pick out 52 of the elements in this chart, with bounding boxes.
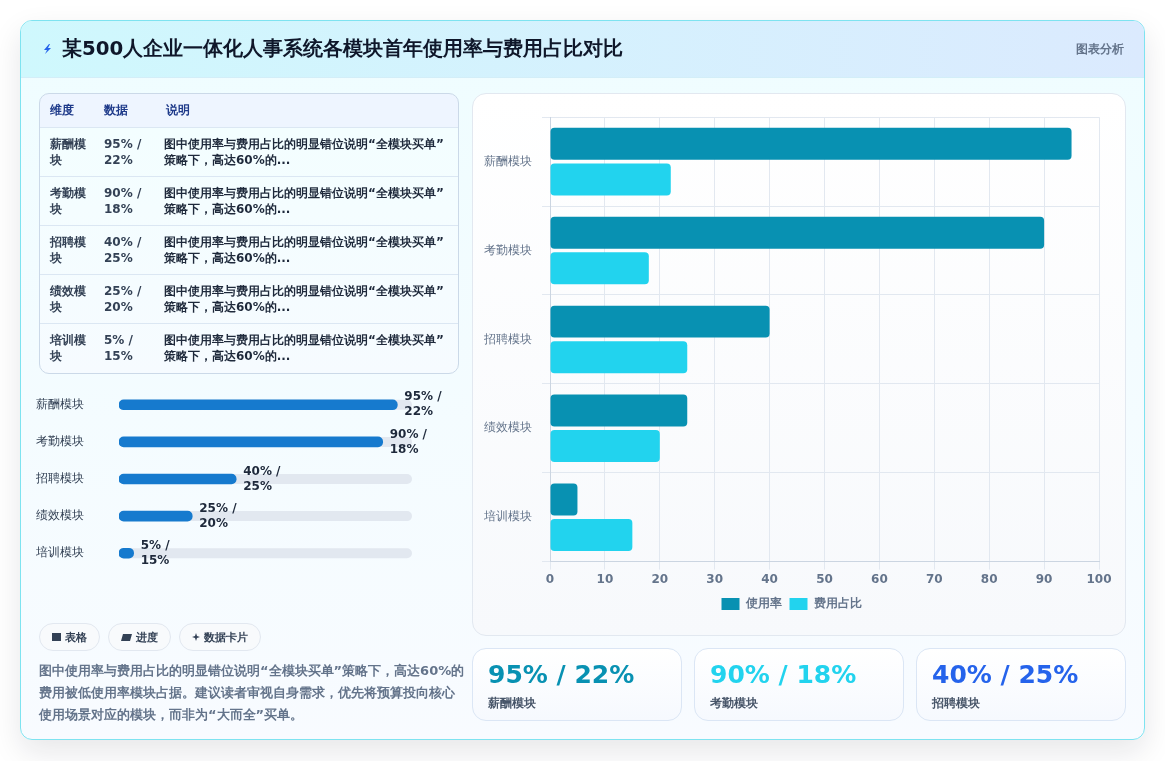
text: 25% / 20% xyxy=(103,282,143,316)
x-tick-label: 100 xyxy=(1086,571,1112,586)
y-tick-label: 招聘模块 xyxy=(483,331,532,346)
x-tick-label: 60 xyxy=(871,571,888,586)
y-tick-label: 培训模块 xyxy=(35,545,84,560)
data-label: 5% / 15% xyxy=(140,537,171,567)
x-tick-label: 30 xyxy=(706,571,724,586)
x-tick-label: 20 xyxy=(651,571,669,586)
y-tick-label: 招聘模块 xyxy=(35,471,84,486)
data-label: 40% / 25% xyxy=(243,463,282,493)
text: 数据 xyxy=(103,102,129,120)
data-label: 95% / 22% xyxy=(404,389,443,419)
data-label: 25% / 20% xyxy=(199,500,238,530)
text: 图中使用率与费用占比的明显错位说明“全模块买单”策略下，高达60%的... xyxy=(163,331,445,365)
category-label: 考勤模块 xyxy=(710,695,759,712)
text: 图中使用率与费用占比的明显错位说明“全模块买单”策略下，高达60%的... xyxy=(163,184,445,218)
x-tick-label: 90 xyxy=(1035,571,1053,586)
y-tick-label: 绩效模块 xyxy=(484,420,532,435)
text: 表格 xyxy=(65,629,87,645)
text: 5% / 15% xyxy=(103,331,134,365)
text: 图中使用率与费用占比的明显错位说明“全模块买单”策略下，高达60%的... xyxy=(163,135,445,169)
text: 说明 xyxy=(165,102,191,120)
text: 40% / 25% xyxy=(932,660,1079,689)
text: 进度 xyxy=(136,629,158,645)
x-tick-label: 70 xyxy=(925,571,943,586)
x-tick-label: 0 xyxy=(545,571,555,586)
text: 图中使用率与费用占比的明显错位说明“全模块买单”策略下，高达60%的... xyxy=(163,282,445,316)
text: 95% / 22% xyxy=(488,660,635,689)
text: 90% / 18% xyxy=(103,184,143,218)
y-tick-label: 薪酬模块 xyxy=(36,396,84,411)
y-tick-label: 绩效模块 xyxy=(36,508,84,523)
legend-label: 使用率 xyxy=(744,596,782,611)
text: 95% / 22% xyxy=(103,135,143,169)
x-tick-label: 50 xyxy=(816,571,833,586)
text: 90% / 18% xyxy=(710,660,857,689)
y-tick-label: 薪酬模块 xyxy=(484,153,532,168)
x-tick-label: 80 xyxy=(980,571,998,586)
text: 图表分析 xyxy=(1075,41,1124,57)
category-label: 招聘模块 xyxy=(932,695,981,712)
y-tick-label: 考勤模块 xyxy=(36,434,84,449)
text: 40% / 25% xyxy=(103,233,143,267)
text: 图中使用率与费用占比的明显错位说明“全模块买单”策略下，高达60%的... xyxy=(163,233,445,267)
y-tick-label: 培训模块 xyxy=(483,509,532,524)
x-tick-label: 10 xyxy=(596,571,614,586)
text: 图中使用率与费用占比的明显错位说明“全模块买单”策略下，高达60%的费用被低使用率模块占据。建议读者审视自身需求，优先将预算投向核心使用场景对应的模块，而非为“大而全”买单。 xyxy=(39,662,466,724)
text: 数据卡片 xyxy=(204,629,248,645)
legend-label: 费用占比 xyxy=(812,596,862,611)
data-label: 90% / 18% xyxy=(389,426,428,456)
x-tick-label: 40 xyxy=(761,571,778,586)
text: 某500人企业一体化人事系统各模块首年使用率与费用占比对比 xyxy=(62,36,624,62)
text: 维度 xyxy=(49,102,75,120)
y-tick-label: 考勤模块 xyxy=(484,242,532,257)
